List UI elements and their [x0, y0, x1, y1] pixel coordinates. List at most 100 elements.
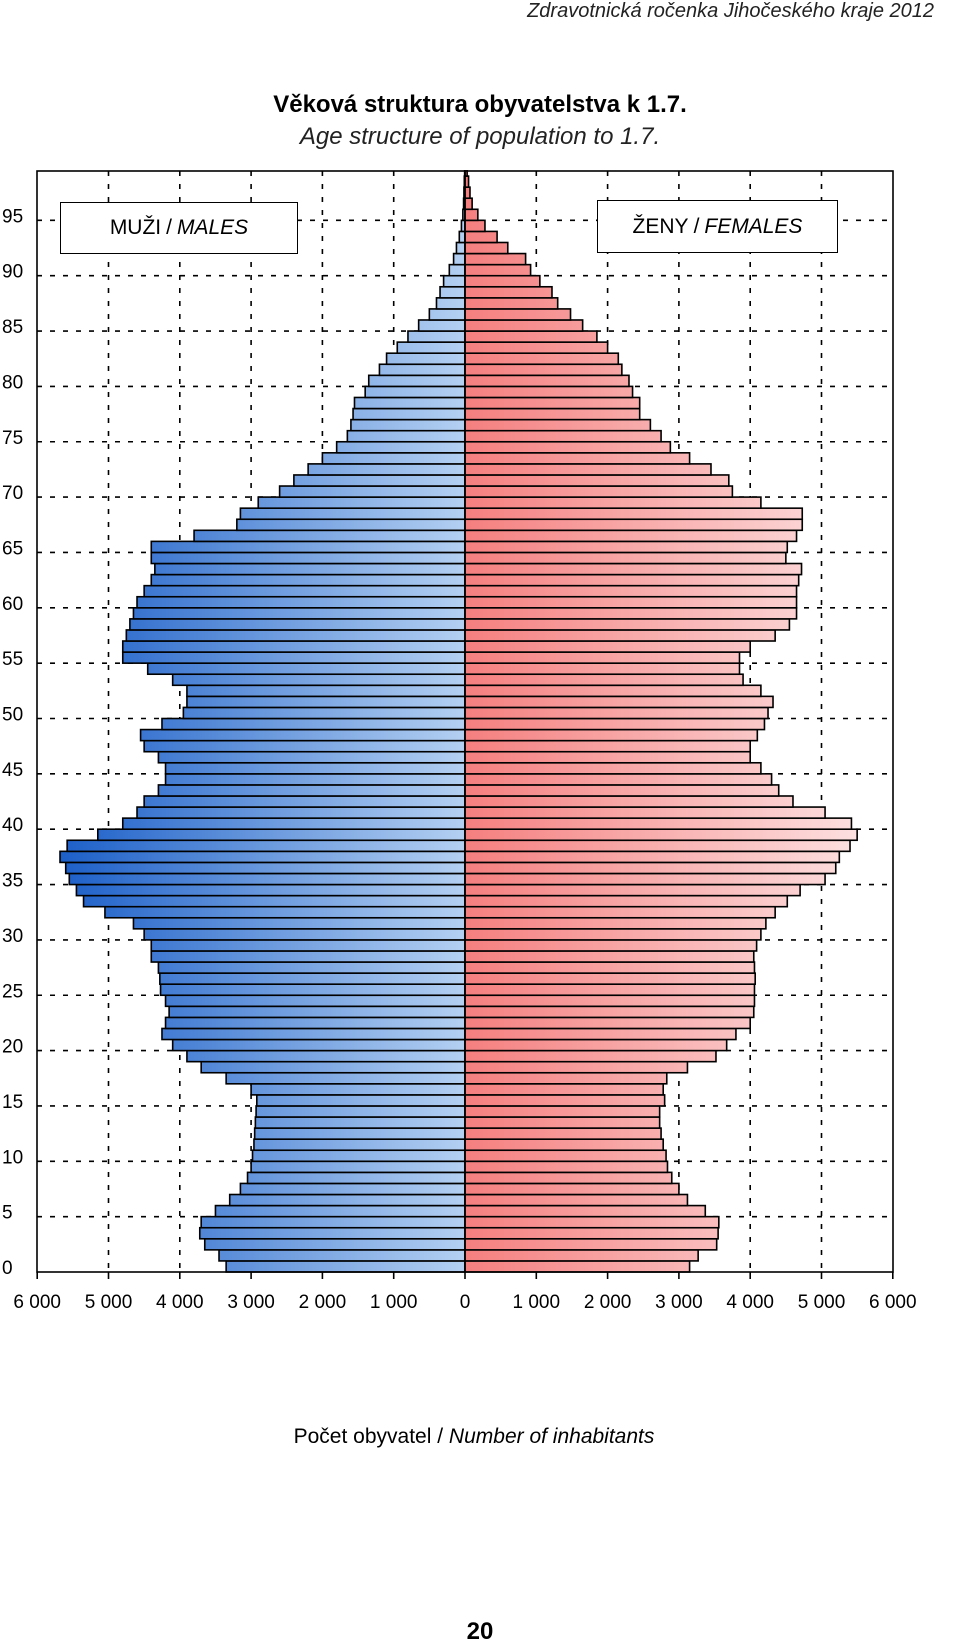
female-bar-81 [464, 363, 623, 377]
male-bar-79 [364, 385, 466, 399]
y-tick-label: 5 [2, 1203, 13, 1224]
male-bar-48 [139, 728, 466, 742]
male-bar-46 [157, 750, 466, 764]
female-bar-40 [464, 817, 853, 831]
male-bar-82 [385, 352, 466, 366]
female-bar-58 [464, 618, 791, 631]
female-bar-26 [464, 972, 756, 985]
female-bar-82 [464, 352, 620, 366]
male-bar-50 [182, 706, 466, 720]
female-bar-3 [464, 1226, 719, 1240]
male-bar-18 [200, 1060, 466, 1074]
x-axis-label-cz: Počet obyvatel [293, 1425, 432, 1448]
male-bar-38 [66, 839, 466, 853]
legend-males-sep: / [166, 216, 172, 239]
female-bar-8 [464, 1171, 673, 1185]
y-tick-label: 85 [2, 317, 23, 338]
female-bar-72 [464, 463, 712, 476]
male-bar-80 [367, 374, 466, 388]
male-bar-67 [236, 518, 466, 532]
male-bar-49 [161, 717, 466, 731]
male-bar-53 [171, 673, 466, 687]
x-tick-label: 6 000 [13, 1292, 61, 1313]
male-bar-62 [150, 573, 466, 587]
female-bar-74 [464, 440, 672, 454]
female-bar-4 [464, 1215, 720, 1229]
female-bar-55 [464, 651, 741, 664]
female-bar-84 [464, 330, 598, 343]
male-bar-55 [121, 651, 466, 664]
y-tick-label: 40 [2, 815, 23, 836]
x-tick-label: 4 000 [156, 1292, 204, 1313]
male-bar-14 [255, 1105, 466, 1118]
male-bar-45 [164, 761, 466, 775]
female-bar-44 [464, 773, 773, 786]
x-tick-label: 3 000 [655, 1292, 703, 1313]
male-bar-92 [455, 241, 466, 255]
male-bar-69 [257, 496, 466, 509]
male-bar-58 [129, 618, 466, 631]
female-bar-41 [464, 806, 826, 819]
y-tick-label: 95 [2, 206, 23, 227]
male-bar-77 [352, 407, 466, 421]
male-bar-11 [253, 1138, 466, 1152]
female-bar-83 [464, 341, 609, 354]
female-bar-10 [464, 1149, 667, 1163]
female-bar-71 [464, 474, 730, 487]
male-bar-54 [146, 662, 466, 676]
female-bar-39 [464, 828, 858, 842]
y-tick-label: 55 [2, 649, 23, 670]
x-tick-label: 3 000 [227, 1292, 275, 1313]
female-bar-64 [464, 551, 787, 565]
female-bar-12 [464, 1127, 662, 1140]
female-bar-96 [464, 197, 473, 211]
male-bar-42 [143, 795, 466, 808]
chart-subtitle: Age structure of population to 1.7. [299, 123, 661, 150]
female-bar-47 [464, 739, 752, 753]
male-bar-51 [186, 695, 466, 709]
male-bar-90 [448, 263, 466, 277]
x-tick-label: 1 000 [513, 1292, 561, 1313]
male-bar-65 [150, 540, 466, 554]
male-bar-37 [59, 850, 466, 864]
male-bar-86 [428, 308, 466, 321]
male-bar-91 [452, 252, 466, 266]
male-bar-87 [435, 297, 466, 310]
female-bar-91 [464, 252, 527, 266]
female-bar-88 [464, 285, 553, 299]
male-bar-83 [396, 341, 466, 354]
male-bar-26 [159, 972, 466, 985]
legend-males-en: MALES [176, 216, 249, 239]
male-bar-21 [161, 1027, 466, 1041]
male-bar-64 [150, 551, 466, 565]
male-bar-59 [132, 606, 466, 620]
female-bar-5 [464, 1204, 707, 1218]
axis-ticks: 6 000 5 000 4 000 3 000 2 000 1 000 0 1 000 2 00… [2, 206, 917, 1313]
female-bar-67 [464, 518, 804, 532]
male-bar-66 [193, 529, 466, 543]
x-tick-label: 0 [460, 1292, 471, 1313]
female-bar-43 [464, 784, 780, 797]
male-bar-36 [64, 861, 466, 875]
male-bar-93 [458, 230, 466, 244]
legend-females-cz: ŽENY [632, 214, 689, 238]
female-bar-31 [464, 916, 767, 930]
female-bar-90 [464, 263, 532, 277]
male-bar-6 [228, 1193, 466, 1207]
female-bar-59 [464, 606, 798, 620]
female-bar-7 [464, 1182, 680, 1196]
x-axis-label: Počet obyvatel / Number of inhabitants [0, 1425, 948, 1449]
male-bar-61 [143, 584, 466, 598]
female-bar-65 [464, 540, 789, 554]
male-bar-56 [121, 640, 466, 653]
male-bar-27 [157, 961, 466, 974]
female-bar-0 [464, 1260, 691, 1273]
male-bar-12 [253, 1127, 466, 1140]
female-bar-46 [464, 750, 752, 764]
male-bar-29 [150, 939, 466, 952]
male-bar-3 [198, 1226, 466, 1240]
legend-females-sep: / [693, 214, 700, 238]
female-bar-29 [464, 939, 758, 952]
female-bar-79 [464, 385, 634, 399]
legend-males-cz: MUŽI [109, 216, 162, 239]
